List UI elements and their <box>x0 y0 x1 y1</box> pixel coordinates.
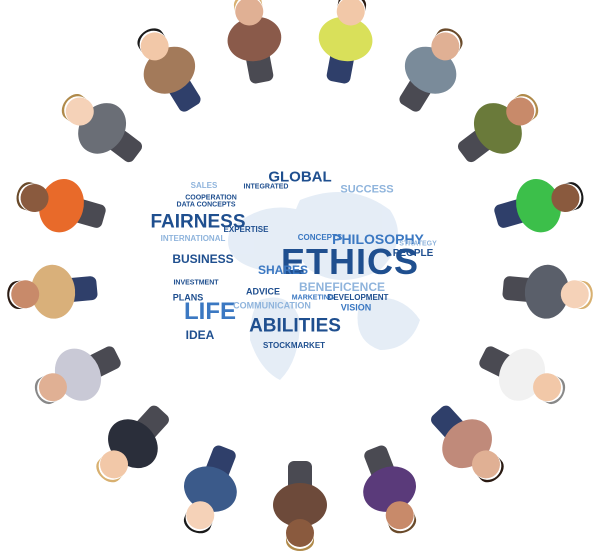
word-idea: IDEA <box>185 328 215 342</box>
word-success: SUCCESS <box>340 183 394 196</box>
person <box>227 0 282 84</box>
person <box>479 346 566 405</box>
word-ethics: ETHICS <box>280 241 420 282</box>
person <box>363 445 417 534</box>
person <box>34 346 121 405</box>
word-stockmarket: STOCKMARKET <box>262 341 326 350</box>
person <box>7 264 98 319</box>
word-shares: SHARES <box>257 263 309 277</box>
people-group <box>7 0 593 551</box>
word-philosophy: PHILOSOPHY <box>332 231 424 247</box>
word-beneficence: BENEFICENCE <box>298 280 386 294</box>
word-communication: COMMUNICATION <box>233 300 311 311</box>
person <box>273 461 327 551</box>
word-cooperation: COOPERATION <box>185 194 237 202</box>
word-development: DEVELOPMENT <box>327 293 389 302</box>
word-marketing: MARKETING <box>291 294 335 302</box>
word-people: PEOPLE <box>392 248 434 259</box>
person <box>318 0 373 84</box>
word-vision: VISION <box>340 302 372 313</box>
person <box>502 264 593 319</box>
word-business: BUSINESS <box>172 252 234 266</box>
person <box>457 94 539 163</box>
word-investment: INVESTMENT <box>173 279 219 287</box>
word-global: GLOBAL <box>268 168 332 186</box>
word-fairness: FAIRNESS <box>150 211 246 233</box>
word-international: INTERNATIONAL <box>160 234 226 243</box>
word-abilities: ABILITIES <box>249 315 341 337</box>
person <box>16 179 106 233</box>
word-advice: ADVICE <box>245 286 281 297</box>
person <box>61 94 143 163</box>
person <box>183 445 237 534</box>
person <box>399 28 463 112</box>
person <box>494 179 584 233</box>
word-data-concepts: DATA CONCEPTS <box>176 201 236 209</box>
word-sales: SALES <box>190 181 218 190</box>
word-strategy: STRATEGY <box>399 240 437 248</box>
person <box>137 28 201 112</box>
word-expertise: EXPERTISE <box>223 225 269 234</box>
person <box>96 405 169 483</box>
word-plans: PLANS <box>172 292 204 303</box>
word-life: LIFE <box>184 298 236 325</box>
word-concepts: CONCEPTS <box>297 233 343 242</box>
person <box>431 405 504 483</box>
word-integrated: INTEGRATED <box>243 183 289 191</box>
globe-map-icon <box>228 192 420 380</box>
